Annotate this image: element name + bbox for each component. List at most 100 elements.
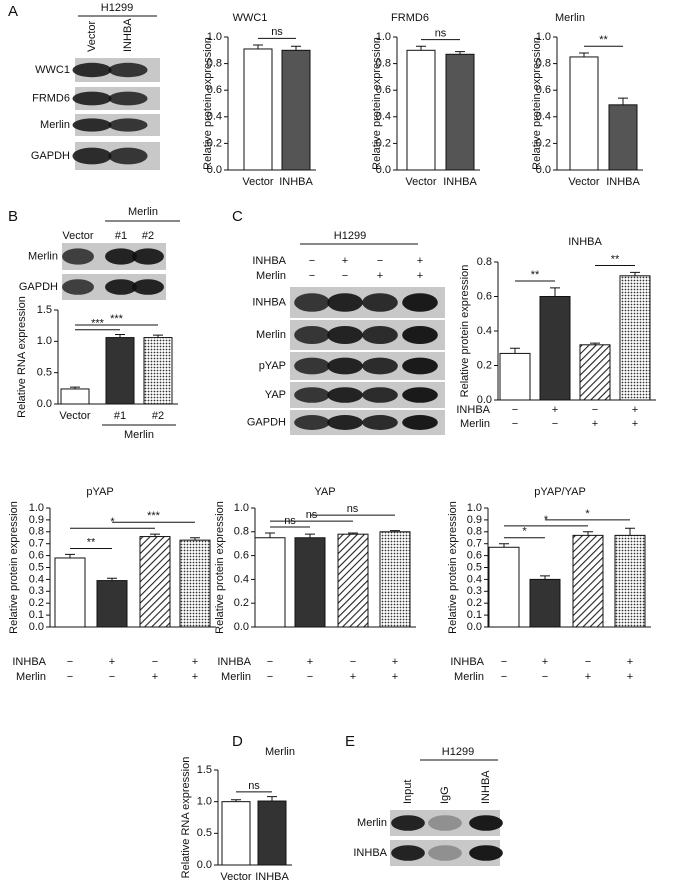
- bar: [529, 578, 561, 628]
- condition-sign: +: [417, 255, 423, 267]
- error-bar: [618, 97, 628, 105]
- bar: [337, 533, 369, 628]
- blot-header: H1299: [101, 2, 133, 14]
- lane-label: INHBA: [480, 770, 492, 804]
- bar: [281, 49, 311, 171]
- blot-band: [327, 357, 363, 375]
- blot-band: [294, 357, 330, 375]
- row-label: INHBA: [252, 296, 286, 308]
- condition-sign: +: [585, 671, 591, 683]
- y-axis-label: Relative protein expression: [8, 501, 20, 634]
- blot-band: [362, 387, 398, 403]
- bar: [221, 801, 251, 866]
- significance-label: *: [522, 526, 527, 538]
- y-tick-label: 0.8: [376, 58, 391, 70]
- error-bar: [70, 386, 80, 389]
- error-bar: [630, 271, 640, 276]
- x-tick-label: Vector: [405, 176, 437, 188]
- condition-sign: −: [377, 255, 383, 267]
- bar: [619, 275, 651, 401]
- error-bar: [107, 577, 117, 581]
- y-tick-label: 0.2: [477, 359, 492, 371]
- row-label: Merlin: [256, 329, 286, 341]
- blot-band: [362, 357, 398, 375]
- blot-band: [132, 279, 164, 295]
- blot-band: [469, 845, 503, 861]
- condition-sign: +: [192, 671, 198, 683]
- significance-label: **: [87, 536, 96, 548]
- y-tick-label: 1.5: [37, 304, 52, 316]
- row-label: GAPDH: [19, 281, 58, 293]
- y-tick-label: 0.7: [467, 538, 482, 550]
- y-tick-label: 1.0: [467, 502, 482, 514]
- blot-band: [327, 415, 363, 430]
- condition-sign: +: [307, 656, 313, 668]
- blot-band: [294, 387, 330, 403]
- bar: [254, 537, 286, 628]
- error-bar: [583, 531, 593, 536]
- error-bar: [390, 530, 400, 532]
- y-tick-label: 0.6: [207, 84, 222, 96]
- significance-label: ***: [91, 318, 105, 330]
- x-tick-label: Vector: [568, 176, 600, 188]
- condition-sign: −: [67, 671, 73, 683]
- y-axis-label: Relative RNA expression: [16, 296, 28, 418]
- chart-title: pYAP/YAP: [534, 486, 586, 498]
- error-bar: [550, 287, 560, 297]
- condition-sign: −: [67, 656, 73, 668]
- y-tick-label: 0.6: [467, 550, 482, 562]
- blot-band: [62, 279, 94, 295]
- y-tick-label: 0.2: [207, 137, 222, 149]
- condition-sign: +: [192, 656, 198, 668]
- error-bar: [455, 51, 465, 55]
- bar: [614, 534, 646, 628]
- condition-sign: +: [592, 418, 598, 430]
- blot-band: [72, 147, 112, 165]
- y-tick-label: 0.2: [536, 137, 551, 149]
- bar: [572, 534, 604, 628]
- condition-label: INHBA: [456, 404, 490, 416]
- y-tick-label: 0.2: [376, 137, 391, 149]
- blot-band: [402, 387, 438, 403]
- bar: [406, 49, 436, 171]
- y-tick-label: 1.0: [207, 31, 222, 43]
- significance-label: ns: [271, 26, 283, 38]
- condition-label: Merlin: [16, 671, 46, 683]
- blot-band: [294, 326, 330, 344]
- y-tick-label: 1.0: [536, 31, 551, 43]
- bar: [143, 337, 173, 405]
- error-bar: [416, 45, 426, 51]
- condition-sign: −: [501, 656, 507, 668]
- bar: [243, 48, 273, 171]
- error-bar: [267, 796, 277, 802]
- blot-band: [391, 815, 425, 831]
- condition-sign: +: [392, 656, 398, 668]
- y-tick-label: 0.9: [467, 514, 482, 526]
- condition-sign: +: [632, 404, 638, 416]
- bar: [488, 546, 520, 628]
- bar: [105, 337, 135, 405]
- y-axis-label: Relative protein expression: [214, 501, 226, 634]
- y-tick-label: 0.8: [29, 526, 44, 538]
- error-bar: [540, 575, 550, 580]
- y-axis-label: Relative protein expression: [459, 265, 471, 398]
- blot-band: [72, 62, 112, 78]
- condition-sign: −: [152, 656, 158, 668]
- condition-sign: −: [552, 418, 558, 430]
- condition-sign: +: [627, 671, 633, 683]
- chart-title: Merlin: [265, 746, 295, 758]
- row-label: YAP: [265, 389, 286, 401]
- error-bar: [348, 532, 358, 535]
- y-tick-label: 0.2: [234, 597, 249, 609]
- blot-band: [469, 815, 503, 831]
- y-tick-label: 0.0: [29, 621, 44, 633]
- y-tick-label: 0.0: [207, 164, 222, 176]
- blot-band: [294, 293, 330, 312]
- lane-label: Vector: [86, 20, 98, 52]
- y-tick-label: 0.4: [29, 573, 44, 585]
- blot-band: [72, 91, 112, 106]
- condition-sign: −: [542, 671, 548, 683]
- blot-band: [108, 62, 148, 78]
- blot-band: [327, 326, 363, 344]
- condition-label: INHBA: [450, 656, 484, 668]
